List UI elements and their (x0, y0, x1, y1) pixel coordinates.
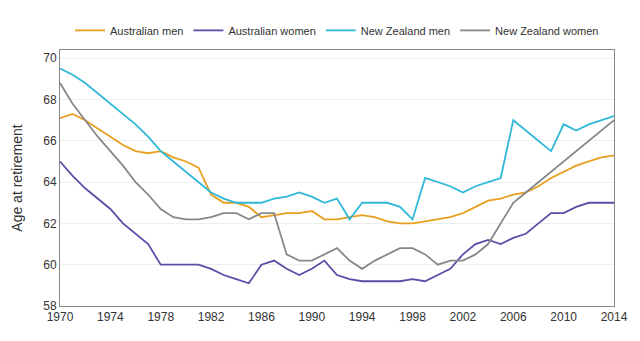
svg-text:1994: 1994 (349, 310, 376, 324)
svg-text:68: 68 (43, 93, 57, 107)
svg-text:2014: 2014 (601, 310, 628, 324)
svg-text:2002: 2002 (450, 310, 477, 324)
svg-text:Age at retirement: Age at retirement (9, 124, 25, 231)
svg-text:Australian men: Australian men (110, 25, 183, 37)
svg-text:66: 66 (43, 134, 57, 148)
svg-text:64: 64 (43, 175, 57, 189)
svg-text:New Zealand men: New Zealand men (361, 25, 450, 37)
svg-text:58: 58 (43, 299, 57, 313)
svg-text:1982: 1982 (198, 310, 225, 324)
svg-text:1990: 1990 (298, 310, 325, 324)
svg-text:2010: 2010 (550, 310, 577, 324)
svg-text:1986: 1986 (248, 310, 275, 324)
svg-text:New Zealand women: New Zealand women (495, 25, 598, 37)
svg-text:1998: 1998 (399, 310, 426, 324)
svg-text:70: 70 (43, 51, 57, 65)
svg-text:2006: 2006 (500, 310, 527, 324)
svg-text:Australian women: Australian women (228, 25, 315, 37)
svg-text:1970: 1970 (47, 310, 74, 324)
svg-text:1974: 1974 (97, 310, 124, 324)
svg-text:62: 62 (43, 217, 57, 231)
svg-text:1978: 1978 (147, 310, 174, 324)
svg-text:60: 60 (43, 258, 57, 272)
